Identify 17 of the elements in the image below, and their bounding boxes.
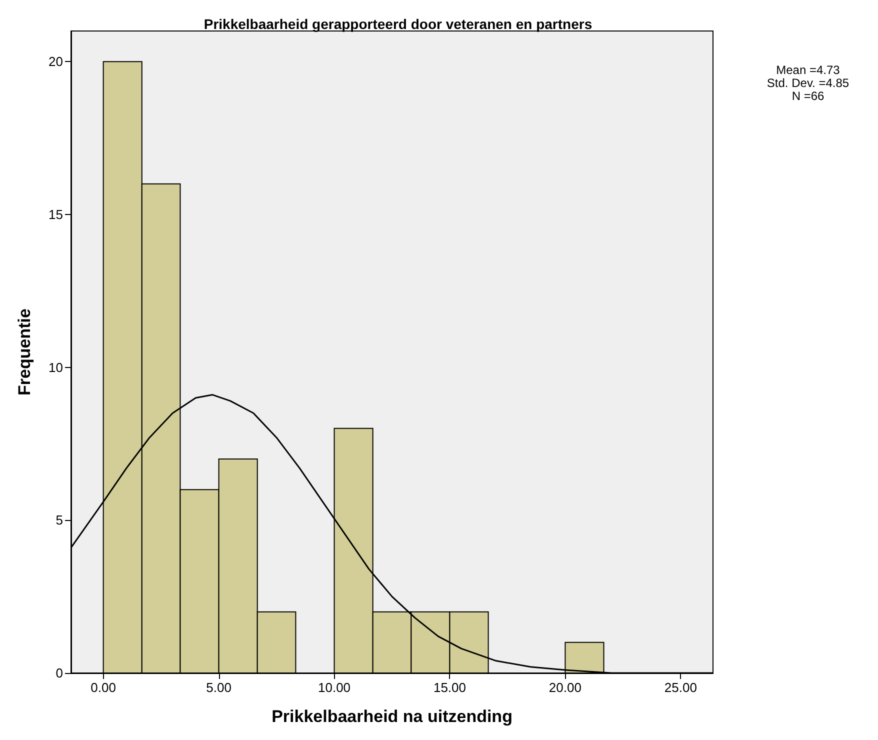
y-tick-label: 20 [48, 54, 63, 70]
x-tick-label: 20.00 [548, 680, 582, 695]
x-tick-label: 5.00 [206, 680, 232, 695]
x-tick-label: 15.00 [433, 680, 466, 695]
y-tick-label: 5 [56, 512, 63, 528]
text: Std. Dev. =4.85 [766, 76, 850, 90]
y-tick-label: 10 [48, 360, 63, 375]
chart-title: Prikkelbaarheid gerapporteerd door veteranen en partners [204, 16, 592, 32]
y-tick-label: 15 [48, 206, 63, 222]
y-axis-title: Frequentie [15, 308, 34, 396]
text: Mean =4.73 [776, 63, 840, 77]
x-axis-title: Prikkelbaarheid na uitzending [272, 707, 512, 726]
y-tick-label: 0 [56, 666, 63, 680]
x-tick-label: 10.00 [318, 680, 351, 695]
x-tick-label: 0.00 [90, 680, 116, 695]
x-tick-label: 25.00 [664, 680, 697, 695]
text: N =66 [792, 89, 824, 103]
